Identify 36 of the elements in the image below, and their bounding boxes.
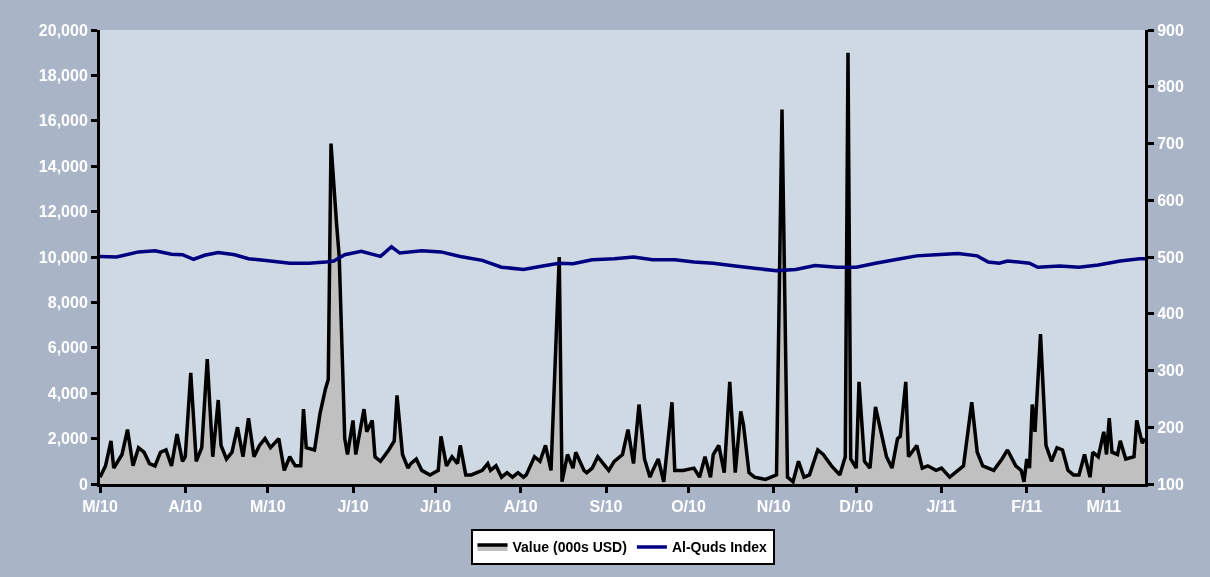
x-tick-label: M/11 <box>1086 498 1122 516</box>
y2-tick-label: 400 <box>1157 305 1184 323</box>
y-tick-label: 12,000 <box>38 203 88 221</box>
x-tick-label: F/11 <box>1011 498 1043 516</box>
x-tick-label: M/10 <box>249 498 286 516</box>
x-tick-label: O/10 <box>671 498 706 516</box>
x-tick-label: M/10 <box>82 498 118 516</box>
line-series <box>100 245 1145 273</box>
x-tick-label: J/10 <box>419 498 452 516</box>
y2-tick-label: 900 <box>1157 21 1184 39</box>
y2-tick-label: 300 <box>1157 362 1184 380</box>
y-tick-label: 4,000 <box>47 384 88 402</box>
x-tick-label: D/10 <box>839 498 874 516</box>
x-tick-label: J/11 <box>926 498 957 516</box>
y-tick-label: 2,000 <box>47 430 88 448</box>
x-tick-label: N/10 <box>756 498 791 516</box>
y-tick-label: 20,000 <box>38 21 88 39</box>
y-tick-label: 6,000 <box>47 339 88 357</box>
y-tick-label: 14,000 <box>38 157 88 175</box>
y2-tick-label: 200 <box>1157 418 1184 436</box>
y2-tick-label: 700 <box>1157 135 1184 153</box>
x-tick-label: A/10 <box>168 498 203 516</box>
x-tick-label: A/10 <box>503 498 538 516</box>
y-tick-label: 0 <box>78 475 88 493</box>
y-tick-label: 18,000 <box>38 67 88 84</box>
y-tick-label: 16,000 <box>38 112 88 130</box>
y-tick-label: 8,000 <box>47 294 88 311</box>
legend-label: Value (000s USD) <box>512 539 627 556</box>
y2-tick-label: 800 <box>1157 78 1184 96</box>
y2-tick-label: 100 <box>1157 475 1184 493</box>
y2-tick-label: 600 <box>1157 191 1184 209</box>
y-tick-label: 10,000 <box>38 248 88 266</box>
y2-tick-label: 500 <box>1157 248 1184 266</box>
x-tick-label: S/10 <box>589 498 623 516</box>
x-tick-label: J/10 <box>337 498 369 516</box>
legend-label: Al-Quds Index <box>671 539 767 556</box>
